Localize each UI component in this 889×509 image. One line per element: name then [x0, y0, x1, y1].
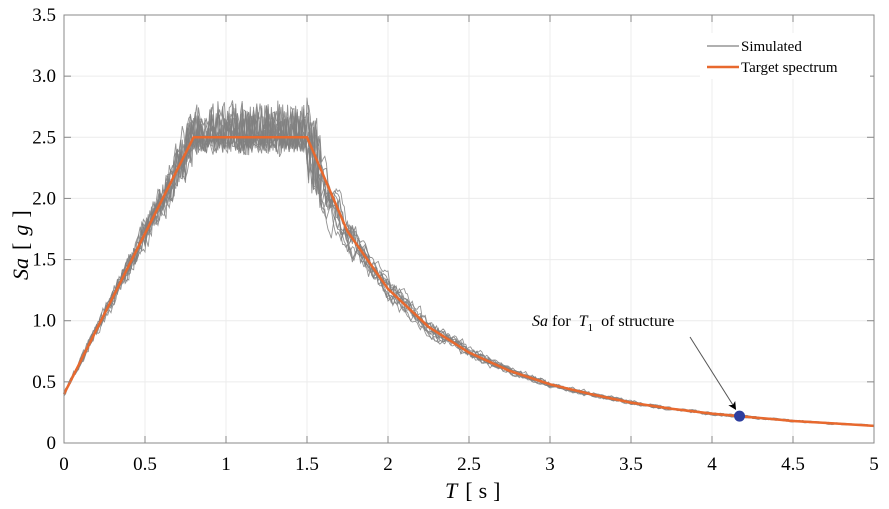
annotation-sub: 1 — [588, 322, 594, 334]
axis-ticks: 0 0.5 1 1.5 2 2.5 3 3.5 4 4.5 5 0 0.5 1.0 1.5 2.0 2.5 3.0… — [32, 5, 879, 475]
legend: Simulated Target spectrum — [700, 33, 870, 79]
y-axis-var: Sa — [8, 258, 33, 280]
x-tick-label: 3 — [545, 454, 555, 475]
x-tick-label: 3.5 — [619, 454, 643, 475]
x-tick-label: 0.5 — [133, 454, 157, 475]
x-tick-label: 5 — [869, 454, 879, 475]
x-tick-label: 0 — [59, 454, 69, 475]
annotation-text: Sa for T1 of structure — [532, 313, 674, 334]
x-axis-var: T — [445, 478, 459, 503]
y-tick-label: 2.0 — [32, 188, 56, 209]
y-tick-label: 1.5 — [32, 250, 56, 271]
legend-simulated-label: Simulated — [741, 39, 802, 55]
x-tick-label: 4 — [707, 454, 717, 475]
x-axis-label: T[s] — [445, 478, 500, 503]
y-tick-label: 2.5 — [32, 127, 56, 148]
annotation-for: for — [548, 313, 575, 330]
x-tick-label: 2 — [383, 454, 393, 475]
t1-marker — [734, 410, 746, 422]
y-axis-label: Sa[g] — [8, 210, 33, 280]
x-tick-label: 2.5 — [457, 454, 481, 475]
annotation-sa: Sa — [532, 313, 548, 330]
legend-target-label: Target spectrum — [741, 60, 838, 76]
y-tick-label: 3.5 — [32, 5, 56, 26]
y-tick-label: 1.0 — [32, 311, 56, 332]
y-tick-label: 0 — [47, 433, 57, 454]
y-tick-label: 3.0 — [32, 66, 56, 87]
annotation-arrow — [689, 336, 737, 410]
x-tick-label: 1.5 — [295, 454, 319, 475]
legend-box — [700, 33, 870, 79]
x-tick-label: 1 — [221, 454, 231, 475]
y-tick-label: 0.5 — [32, 372, 56, 393]
grid — [63, 14, 875, 444]
target-spectrum-line — [62, 136, 875, 428]
annotation-t: T — [579, 313, 589, 330]
annotation-rest: of structure — [597, 313, 674, 330]
y-axis-unit: g — [8, 225, 33, 236]
x-tick-label: 4.5 — [781, 454, 805, 475]
x-axis-unit: s — [479, 478, 488, 503]
